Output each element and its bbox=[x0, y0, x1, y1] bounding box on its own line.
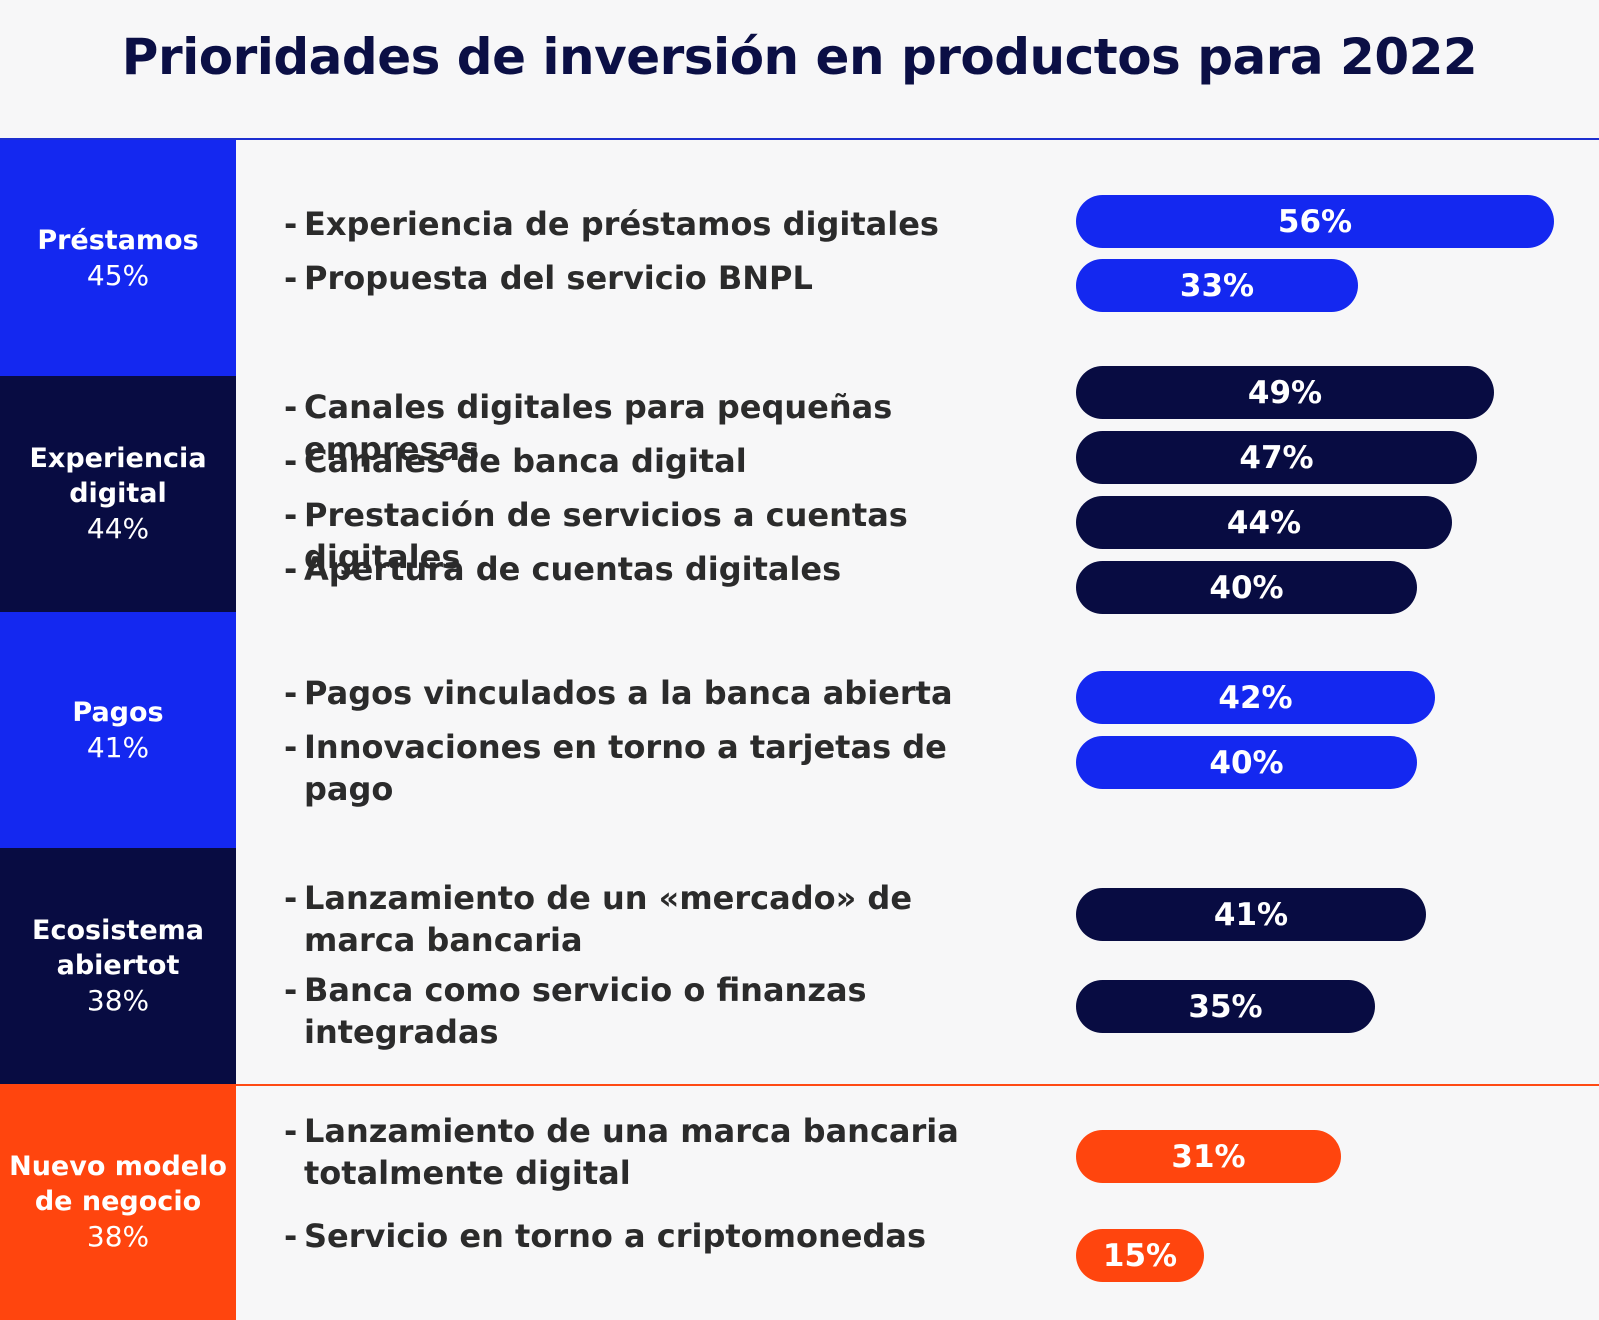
item-label-row: - Lanzamiento de una marca bancaria total… bbox=[284, 1110, 1024, 1194]
item-label-row: - Canales de banca digital bbox=[284, 440, 1024, 482]
item-label: Pagos vinculados a la banca abierta bbox=[304, 674, 953, 712]
bar: 56% bbox=[1076, 195, 1554, 248]
bullet-dash: - bbox=[284, 728, 298, 766]
item-label: Propuesta del servicio BNPL bbox=[304, 259, 813, 297]
item-label: Servicio en torno a criptomonedas bbox=[304, 1217, 927, 1255]
bar-value-label: 15% bbox=[1102, 1237, 1178, 1274]
item-label-row: - Experiencia de préstamos digitales bbox=[284, 203, 1024, 245]
item-label: Canales de banca digital bbox=[304, 442, 747, 480]
bullet-dash: - bbox=[284, 205, 298, 243]
item-label-row: - Innovaciones en torno a tarjetas de pag… bbox=[284, 726, 1024, 810]
bar: 49% bbox=[1076, 366, 1494, 419]
category-percent: 45% bbox=[86, 258, 150, 292]
bar-value-label: 56% bbox=[1277, 203, 1353, 240]
item-label-row: - Apertura de cuentas digitales bbox=[284, 548, 1024, 590]
top-divider bbox=[0, 138, 1599, 140]
item-label-row: - Servicio en torno a criptomonedas bbox=[284, 1215, 1024, 1257]
bottom-divider bbox=[0, 1084, 1599, 1086]
category-percent: 41% bbox=[86, 730, 150, 764]
item-label-row: - Prestación de servicios a cuentas digit… bbox=[284, 494, 1024, 578]
item-label: Lanzamiento de un «mercado» de marca ban… bbox=[304, 879, 913, 959]
item-label-row: - Banca como servicio o finanzas integrad… bbox=[284, 969, 1024, 1053]
bullet-dash: - bbox=[284, 1217, 298, 1255]
category-block: Ecosistema abiertot 38% bbox=[0, 848, 236, 1084]
bar: 44% bbox=[1076, 496, 1452, 549]
item-label-row: - Propuesta del servicio BNPL bbox=[284, 257, 1024, 299]
bar: 33% bbox=[1076, 259, 1358, 312]
bar-value-label: 40% bbox=[1209, 744, 1284, 781]
item-label: Apertura de cuentas digitales bbox=[304, 550, 842, 588]
item-label: Canales digitales para pequeñas empresas bbox=[304, 388, 893, 468]
item-label: Experiencia de préstamos digitales bbox=[304, 205, 939, 243]
category-percent: 44% bbox=[86, 512, 150, 545]
bar-value-label: 33% bbox=[1179, 267, 1255, 304]
category-block: Pagos 41% bbox=[0, 612, 236, 848]
bar-value-label: 47% bbox=[1239, 439, 1314, 476]
bar: 35% bbox=[1076, 980, 1375, 1033]
item-label: Lanzamiento de una marca bancaria totalm… bbox=[304, 1112, 959, 1192]
bar-value-label: 42% bbox=[1218, 679, 1293, 716]
category-name: Pagos bbox=[72, 696, 164, 728]
item-label: Innovaciones en torno a tarjetas de pago bbox=[304, 728, 947, 808]
item-label-row: - Pagos vinculados a la banca abierta bbox=[284, 672, 1024, 714]
bar: 42% bbox=[1076, 671, 1435, 724]
bullet-dash: - bbox=[284, 259, 298, 297]
bar-value-label: 35% bbox=[1188, 988, 1263, 1025]
category-percent: 38% bbox=[86, 984, 150, 1017]
category-name: Nuevo modelo de negocio bbox=[9, 1151, 227, 1217]
category-block: Préstamos 45% bbox=[0, 140, 236, 376]
bar: 47% bbox=[1076, 431, 1477, 484]
bar-value-label: 31% bbox=[1171, 1138, 1246, 1175]
item-label: Banca como servicio o finanzas integrada… bbox=[304, 971, 867, 1051]
bar: 41% bbox=[1076, 888, 1426, 941]
bar: 15% bbox=[1076, 1229, 1204, 1282]
bar-value-label: 41% bbox=[1213, 896, 1289, 933]
bullet-dash: - bbox=[284, 1112, 298, 1150]
bullet-dash: - bbox=[284, 971, 298, 1009]
category-block: Experiencia digital 44% bbox=[0, 376, 236, 612]
item-label-row: - Lanzamiento de un «mercado» de marca ba… bbox=[284, 877, 1024, 961]
bar: 40% bbox=[1076, 736, 1417, 789]
bullet-dash: - bbox=[284, 496, 298, 534]
chart-title: Prioridades de inversión en productos pa… bbox=[121, 28, 1478, 86]
bar-value-label: 44% bbox=[1226, 504, 1302, 541]
bullet-dash: - bbox=[284, 388, 298, 426]
category-name: Experiencia digital bbox=[29, 443, 207, 509]
bar-value-label: 49% bbox=[1247, 374, 1323, 411]
bullet-dash: - bbox=[284, 550, 298, 588]
category-percent: 38% bbox=[86, 1220, 150, 1253]
bullet-dash: - bbox=[284, 442, 298, 480]
bullet-dash: - bbox=[284, 674, 298, 712]
bullet-dash: - bbox=[284, 879, 298, 917]
category-name: Ecosistema abiertot bbox=[32, 915, 204, 981]
category-block: Nuevo modelo de negocio 38% bbox=[0, 1084, 236, 1320]
item-label: Prestación de servicios a cuentas digita… bbox=[304, 496, 908, 576]
item-label-row: - Canales digitales para pequeñas empresa… bbox=[284, 386, 1024, 470]
bar: 31% bbox=[1076, 1130, 1341, 1183]
bar: 40% bbox=[1076, 561, 1417, 614]
bar-value-label: 40% bbox=[1209, 569, 1284, 606]
category-name: Préstamos bbox=[37, 224, 199, 256]
